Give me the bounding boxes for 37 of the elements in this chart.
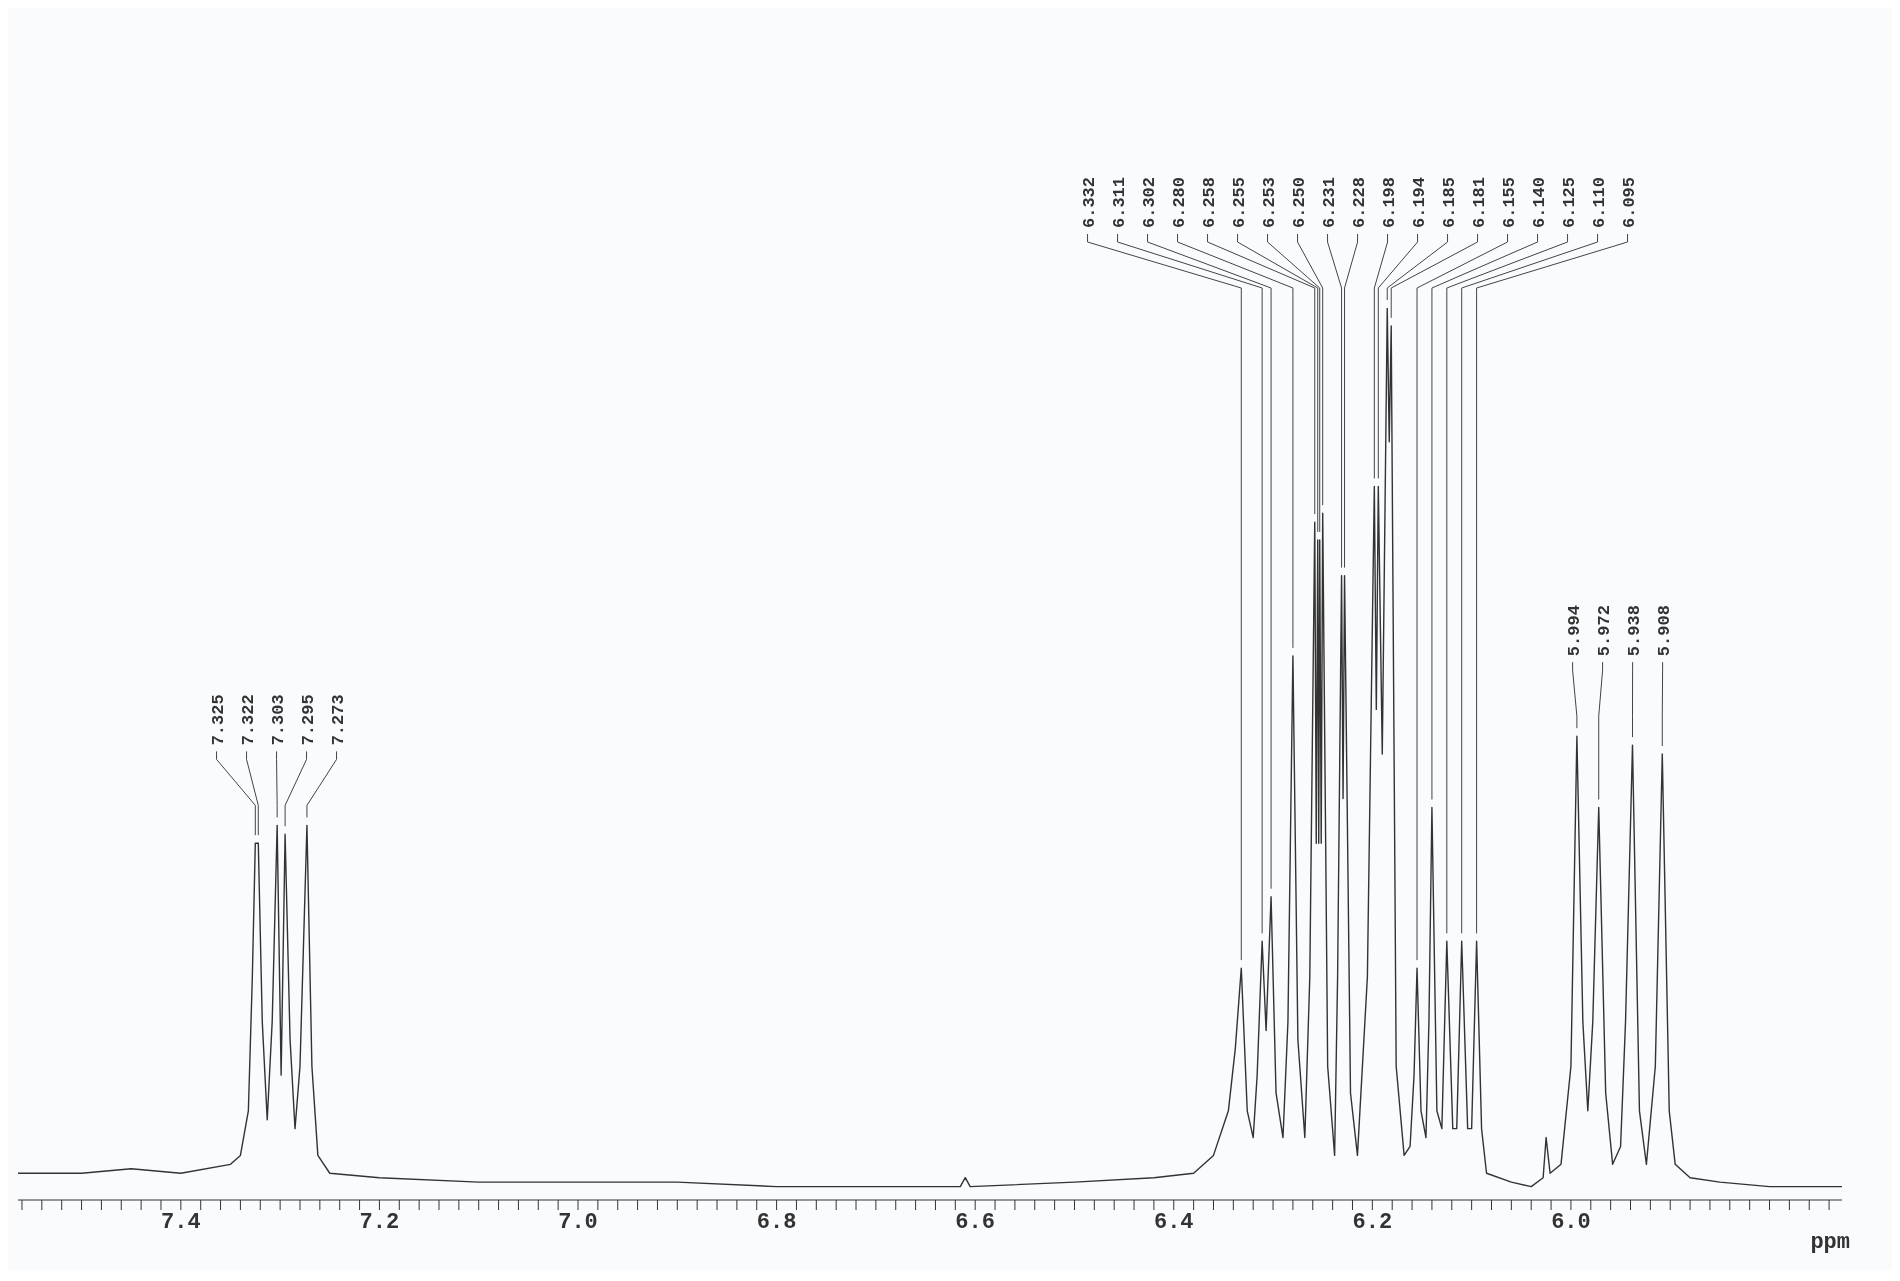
- annotation: 6.198: [1379, 176, 1399, 228]
- annotation: 5.908: [1654, 605, 1674, 657]
- annotation: 6.258: [1199, 176, 1219, 228]
- annotation: 6.155: [1499, 176, 1519, 228]
- x-axis-title: ppm: [1810, 1230, 1850, 1255]
- x-tick-label: 6.8: [756, 1209, 797, 1235]
- x-tick-label: 6.6: [955, 1209, 995, 1235]
- annotation: 7.303: [268, 694, 288, 746]
- annotation: 6.250: [1289, 176, 1309, 228]
- annotation: 5.972: [1594, 605, 1614, 657]
- annotation: 6.095: [1619, 176, 1639, 228]
- annotation: 6.194: [1409, 176, 1429, 228]
- annotation: 6.140: [1529, 176, 1549, 228]
- annotation: 7.325: [208, 694, 228, 746]
- annotation: 5.938: [1624, 605, 1644, 657]
- annotation: 7.322: [238, 694, 258, 746]
- x-tick-label: 7.4: [161, 1209, 201, 1235]
- x-tick-label: 7.0: [558, 1209, 598, 1235]
- annotation: 6.332: [1079, 176, 1099, 228]
- annotation: 6.181: [1469, 176, 1489, 228]
- annotation: 6.253: [1259, 176, 1279, 228]
- annotation: 6.125: [1559, 176, 1579, 228]
- annotation: 6.280: [1169, 176, 1189, 228]
- x-tick-label: 6.0: [1551, 1209, 1591, 1235]
- annotation: 6.302: [1139, 176, 1159, 228]
- annotation: 5.994: [1564, 605, 1584, 657]
- x-tick-label: 7.2: [359, 1209, 400, 1235]
- x-tick-label: 6.4: [1153, 1209, 1194, 1235]
- annotation: 6.228: [1349, 176, 1369, 228]
- annotation: 6.231: [1319, 176, 1339, 228]
- x-tick-label: 6.2: [1352, 1209, 1393, 1235]
- annotation: 6.311: [1109, 176, 1129, 228]
- annotation: 6.255: [1229, 176, 1249, 228]
- annotation: 7.273: [328, 694, 348, 746]
- annotation: 6.185: [1439, 176, 1459, 228]
- annotation: 6.110: [1589, 176, 1609, 228]
- annotation: 7.295: [298, 694, 318, 746]
